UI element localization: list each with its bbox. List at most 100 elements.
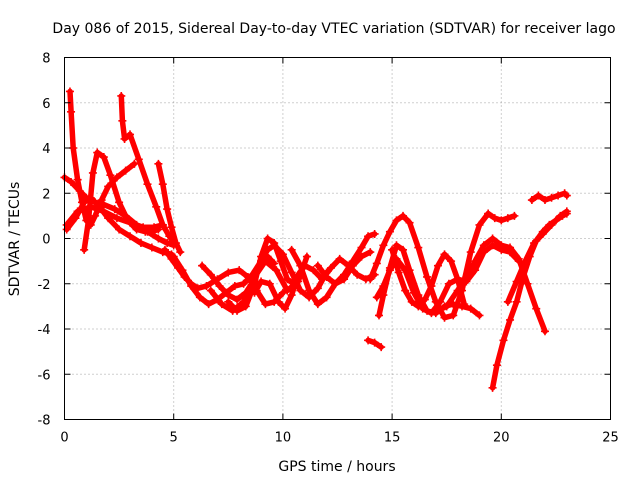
data-point (274, 297, 283, 306)
data-point (91, 211, 100, 220)
data-point (250, 272, 259, 281)
data-point (414, 243, 423, 252)
series-trail (489, 210, 570, 391)
data-point (217, 300, 226, 309)
data-point (462, 272, 471, 281)
y-tick-label: -2 (38, 278, 51, 293)
data-point (99, 207, 108, 216)
data-point (440, 313, 449, 322)
data-point (401, 286, 410, 295)
data-point (322, 272, 331, 281)
x-tick-label: 5 (170, 431, 178, 446)
data-point (120, 134, 129, 143)
data-point (466, 248, 475, 257)
data-point (313, 284, 322, 293)
data-point (562, 207, 571, 216)
data-point (475, 311, 484, 320)
data-point (80, 245, 89, 254)
y-tick-label: 8 (42, 52, 50, 67)
data-point (488, 234, 497, 243)
data-point (65, 87, 74, 96)
data-point (250, 288, 259, 297)
data-point (405, 218, 414, 227)
data-point (110, 205, 119, 214)
data-point (492, 361, 501, 370)
data-point (436, 297, 445, 306)
data-point (399, 245, 408, 254)
data-point (506, 315, 515, 324)
y-tick-label: -8 (38, 414, 51, 429)
data-point (313, 300, 322, 309)
data-point (562, 191, 571, 200)
data-point (379, 291, 388, 300)
data-point (143, 180, 152, 189)
data-point (235, 266, 244, 275)
data-point (154, 159, 163, 168)
data-point (534, 191, 543, 200)
data-point (287, 245, 296, 254)
series-arc-21 (431, 234, 549, 336)
data-point (366, 275, 375, 284)
data-point (86, 202, 95, 211)
data-point (115, 198, 124, 207)
data-point (147, 243, 156, 252)
data-point (121, 166, 130, 175)
data-point (257, 277, 266, 286)
series-trail (118, 93, 177, 246)
data-point (126, 232, 135, 241)
series-trail (505, 208, 570, 305)
data-point (340, 275, 349, 284)
data-point (394, 268, 403, 277)
series-arc-6 (154, 159, 185, 257)
data-point (488, 241, 497, 250)
data-point (283, 275, 292, 284)
data-point (405, 266, 414, 275)
data-point (440, 250, 449, 259)
data-point (366, 248, 375, 257)
data-point (169, 252, 178, 261)
data-point (372, 259, 381, 268)
series-arc-7 (62, 202, 167, 232)
x-tick-label: 10 (275, 431, 292, 446)
series-arc-24 (527, 189, 571, 205)
data-point (206, 286, 215, 295)
data-point (423, 272, 432, 281)
data-point (313, 261, 322, 270)
data-point (540, 196, 549, 205)
data-point (84, 216, 93, 225)
data-point (261, 257, 270, 266)
data-point (215, 282, 224, 291)
data-point (130, 159, 139, 168)
data-point (283, 286, 292, 295)
data-point (318, 275, 327, 284)
data-point (134, 155, 143, 164)
data-point (471, 257, 480, 266)
y-tick-label: -6 (38, 368, 51, 383)
data-point (427, 282, 436, 291)
x-tick-label: 15 (384, 431, 401, 446)
data-point (322, 293, 331, 302)
x-tick-label: 0 (60, 431, 68, 446)
data-point (497, 216, 506, 225)
data-point (118, 116, 127, 125)
series-arc-18 (364, 336, 386, 352)
data-point (309, 266, 318, 275)
data-point (556, 211, 565, 220)
axis-ticks: 0 5 10 15 20 25 -8 -6 -4 -2 0 2 4 6 8 (38, 52, 619, 446)
x-axis-label: GPS time / hours (278, 459, 395, 475)
data-point (163, 205, 172, 214)
data-point (475, 220, 484, 229)
data-point (202, 282, 211, 291)
data-point (265, 279, 274, 288)
data-point (512, 297, 521, 306)
gridlines (64, 57, 611, 420)
data-point (67, 107, 76, 116)
series-arc-20 (388, 245, 469, 311)
data-point (466, 304, 475, 313)
data-point (305, 286, 314, 295)
data-point (117, 91, 126, 100)
series-arc-25 (313, 248, 375, 288)
data-point (195, 293, 204, 302)
data-point (97, 196, 106, 205)
